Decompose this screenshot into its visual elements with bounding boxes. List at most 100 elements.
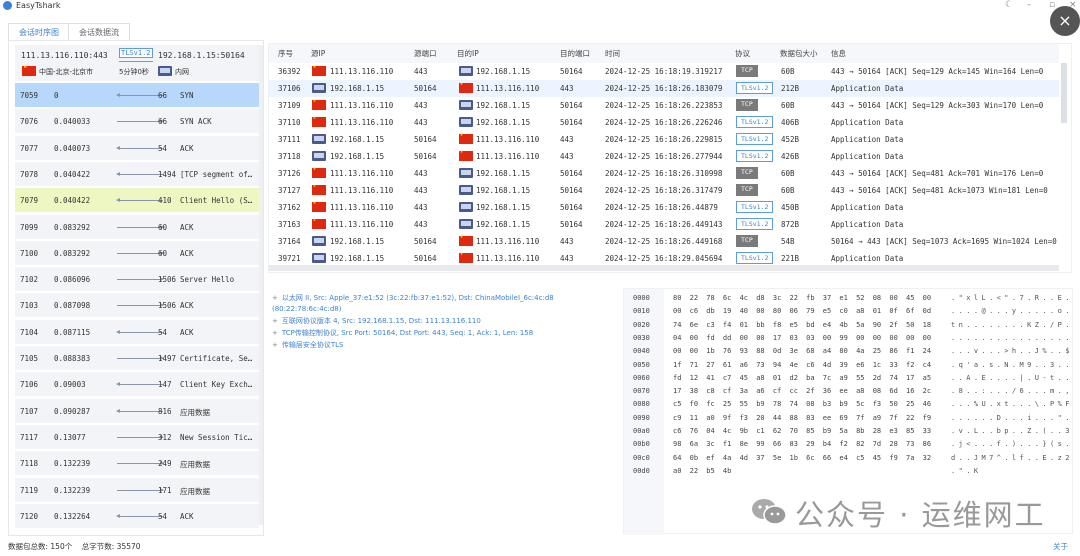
- hex-offset: 0090: [633, 413, 650, 422]
- hex-bytes[interactable]: 17 38 c8 cf 3a a6 cf cc 2f 36 ee a8 08 6…: [673, 387, 932, 396]
- minimize-button[interactable]: –: [1027, 0, 1032, 10]
- timeline-row[interactable]: 7106 0.09003 147 Client Key Exch…: [15, 372, 259, 397]
- hex-ascii[interactable]: .j<...f.)...}(s.: [951, 440, 1073, 449]
- hex-ascii[interactable]: ....@...y.....o.: [951, 307, 1073, 316]
- timeline-row[interactable]: 7119 0.132239 171 应用数据: [15, 477, 259, 502]
- timeline-row[interactable]: 7077 0.040073 54 ACK: [15, 135, 259, 160]
- timeline-row[interactable]: 7102 0.086096 1506 Server Hello: [15, 267, 259, 292]
- timeline-scrollbar[interactable]: [259, 45, 263, 525]
- hex-bytes[interactable]: 80 22 78 6c 4c d8 3c 22 fb 37 e1 52 08 0…: [673, 294, 932, 302]
- column-header[interactable]: 信息: [831, 49, 846, 58]
- table-horizontal-scrollbar[interactable]: [269, 265, 1059, 271]
- hex-bytes[interactable]: 64 0b ef 4a 4d 37 5e 1b 6c 66 e4 c5 45 f…: [673, 453, 932, 462]
- hex-ascii[interactable]: d..JM7^.lf..E.z2: [951, 453, 1073, 462]
- hex-bytes[interactable]: 00 c6 db 19 40 00 80 06 79 e5 c0 a8 01 0…: [673, 307, 932, 316]
- table-row[interactable]: 37127 111.13.116.110 443 192.168.1.15 50164 2…: [269, 182, 1059, 199]
- column-header[interactable]: 序号: [278, 49, 293, 58]
- hex-ascii[interactable]: ...v...>h..J%..$: [951, 347, 1073, 356]
- table-row[interactable]: 37109 111.13.116.110 443 192.168.1.15 50164 2…: [269, 97, 1059, 114]
- hex-bytes[interactable]: a0 22 b5 4b: [673, 466, 732, 475]
- timeline-row[interactable]: 7059 0 66 SYN: [15, 83, 259, 107]
- column-header[interactable]: 数据包大小: [780, 49, 818, 58]
- hex-bytes[interactable]: c5 f0 fc 25 55 b9 78 74 08 b3 b9 5c f3 5…: [673, 400, 932, 409]
- hex-ascii[interactable]: ..A.E....|.U-t..: [951, 373, 1073, 382]
- hex-offset: 0070: [633, 387, 650, 396]
- maximize-button[interactable]: ▫: [1049, 0, 1056, 10]
- timeline-row[interactable]: 7117 0.13077 312 New Session Tic…: [15, 424, 259, 449]
- timeline-row[interactable]: 7105 0.088383 1497 Certificate, Se…: [15, 346, 259, 370]
- table-row[interactable]: 37162 111.13.116.110 443 192.168.1.15 50164 2…: [269, 199, 1059, 216]
- china-flag-icon: [459, 149, 473, 161]
- table-row[interactable]: 37126 111.13.116.110 443 192.168.1.15 50164 2…: [269, 165, 1059, 182]
- hex-ascii[interactable]: ."xlL.<".7.R..E.: [951, 294, 1073, 302]
- hex-bytes[interactable]: c6 76 04 4c 9b c1 62 70 85 b9 5a 8b 28 e…: [673, 427, 932, 435]
- hex-ascii[interactable]: .v.L..bp..Z.(..3: [951, 427, 1073, 435]
- tab-session-stream[interactable]: 会话数据流: [68, 23, 130, 41]
- table-row[interactable]: 37164 192.168.1.15 50164 111.13.116.110 443 2…: [269, 233, 1059, 250]
- timeline-row[interactable]: 7107 0.090287 816 应用数据: [15, 398, 259, 423]
- hex-ascii[interactable]: .8..:.../6...m.,: [951, 387, 1073, 396]
- tree-node-ethernet[interactable]: + 以太网 II, Src: Apple_37:e1:52 (3c:22:fb:3…: [272, 294, 554, 313]
- column-header[interactable]: 目的IP: [457, 49, 479, 58]
- timeline-row[interactable]: 7118 0.132239 249 应用数据: [15, 451, 259, 476]
- table-row[interactable]: 37110 111.13.116.110 443 192.168.1.15 50164 2…: [269, 114, 1059, 131]
- pc-icon: [459, 219, 473, 229]
- session-protocol-badge: TLSv1.2: [119, 48, 153, 58]
- timeline-row[interactable]: 7120 0.132264 54 ACK: [15, 503, 259, 528]
- timeline-row[interactable]: 7079 0.040422 410 Client Hello (S…: [15, 188, 259, 213]
- theme-moon-icon[interactable]: ☾: [1005, 0, 1014, 10]
- timeline-row[interactable]: 7104 0.087115 54 ACK: [15, 319, 259, 344]
- cell-dst-ip: 192.168.1.15: [476, 101, 531, 110]
- table-row[interactable]: 37118 192.168.1.15 50164 111.13.116.110 443 2…: [269, 148, 1059, 165]
- hex-bytes[interactable]: c9 11 a0 9f f3 20 44 88 83 ee 69 7f a9 7…: [673, 413, 932, 422]
- hex-bytes[interactable]: 98 6a 3c f1 8e 99 66 83 29 b4 f2 82 7d 2…: [673, 440, 932, 449]
- table-row[interactable]: 36392 111.13.116.110 443 192.168.1.15 50164 2…: [269, 63, 1059, 80]
- table-row[interactable]: 37106 192.168.1.15 50164 111.13.116.110 443 2…: [269, 80, 1059, 97]
- cell-size: 60B: [781, 186, 795, 195]
- table-row[interactable]: 37111 192.168.1.15 50164 111.13.116.110 443 2…: [269, 131, 1059, 148]
- hex-ascii[interactable]: .".K: [951, 466, 982, 475]
- table-row[interactable]: 37163 111.13.116.110 443 192.168.1.15 50164 2…: [269, 216, 1059, 233]
- cell-time: 2024-12-25 16:18:26.183079: [605, 84, 723, 93]
- timeline-row[interactable]: 7076 0.040033 66 SYN ACK: [15, 109, 259, 134]
- pc-icon: [312, 151, 326, 161]
- window-close-button[interactable]: ×: [1069, 0, 1077, 10]
- hex-offset: 0080: [633, 400, 650, 409]
- china-flag-icon: [312, 166, 326, 178]
- hex-bytes[interactable]: 1f 71 27 61 a6 73 94 4e c6 4d 39 e6 1c 3…: [673, 360, 932, 369]
- hex-ascii[interactable]: ................: [951, 333, 1073, 342]
- tree-node-tls[interactable]: + 传输层安全协议TLS: [272, 341, 344, 349]
- table-vertical-scrollbar[interactable]: [1061, 63, 1067, 123]
- about-link[interactable]: 关于: [1053, 542, 1068, 551]
- tree-node-tcp[interactable]: + TCP传输控制协议, Src Port: 50164, Dst Port: 4…: [272, 329, 534, 337]
- cell-no: 39721: [278, 254, 301, 263]
- timeline-row[interactable]: 7099 0.083292 60 ACK: [15, 214, 259, 239]
- pc-icon: [312, 236, 326, 246]
- hex-bytes[interactable]: fd 12 41 c7 45 a8 01 d2 ba 7c a9 55 2d 7…: [673, 373, 932, 382]
- column-header[interactable]: 源IP: [311, 49, 326, 58]
- cell-info: 443 → 50164 [ACK] Seq=481 Ack=701 Win=17…: [831, 169, 1044, 178]
- tree-node-ip[interactable]: + 互联网协议版本 4, Src: 192.168.1.15, Dst: 111.…: [272, 317, 481, 325]
- table-row[interactable]: 39721 192.168.1.15 50164 111.13.116.110 443 2…: [269, 250, 1059, 267]
- timeline-row[interactable]: 7100 0.083292 60 ACK: [15, 240, 259, 265]
- timeline-row[interactable]: 7078 0.040422 1494 [TCP segment of…: [15, 161, 259, 186]
- packet-info: SYN: [180, 91, 194, 100]
- column-header[interactable]: 时间: [605, 49, 620, 58]
- close-icon[interactable]: ×: [1050, 6, 1080, 36]
- column-header[interactable]: 目的端口: [560, 49, 590, 58]
- column-header[interactable]: 源端口: [414, 49, 437, 58]
- cell-time: 2024-12-25 16:18:19.319217: [605, 67, 723, 76]
- hex-offset: 0000: [633, 294, 650, 302]
- hex-bytes[interactable]: 04 00 fd dd 00 00 17 03 03 00 99 00 00 0…: [673, 333, 932, 342]
- hex-offset: 00c0: [633, 453, 650, 462]
- hex-ascii[interactable]: tn........KZ./P.: [951, 320, 1073, 329]
- hex-ascii[interactable]: ...%U.xt...\.P%F: [951, 400, 1073, 409]
- column-header[interactable]: 协议: [735, 49, 750, 58]
- hex-bytes[interactable]: 74 6e c3 f4 01 bb f8 e5 bd e4 4b 5a 90 2…: [673, 320, 932, 329]
- timeline-row[interactable]: 7103 0.087098 1506 ACK: [15, 293, 259, 318]
- hex-bytes[interactable]: 00 00 1b 76 93 88 0d 3e 68 a4 80 4a 25 8…: [673, 347, 932, 356]
- hex-ascii[interactable]: .q'a.s.N.M9..3..: [951, 360, 1073, 369]
- hex-ascii[interactable]: ......D...i...".: [951, 413, 1073, 422]
- tab-session-timeline[interactable]: 会话时序图: [8, 23, 70, 41]
- arrow-left-icon: [116, 382, 163, 387]
